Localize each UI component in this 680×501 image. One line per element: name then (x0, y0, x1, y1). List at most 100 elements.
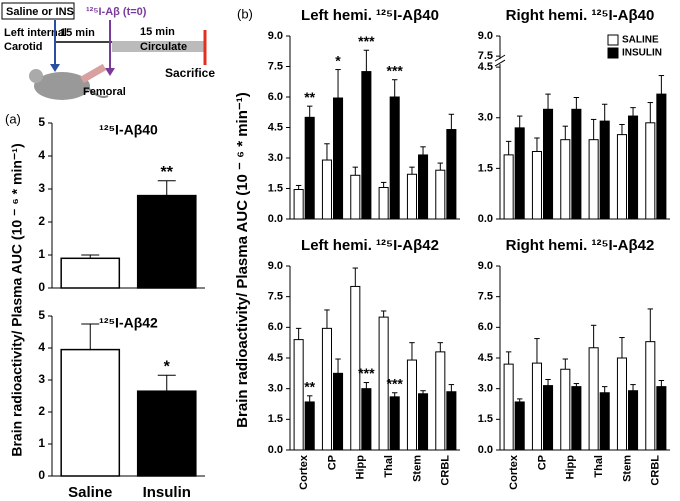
bar (588, 347, 599, 451)
chart-title: Right hemi. ¹²⁵I-Aβ42 (506, 237, 655, 254)
y-tick-label: 9.0 (268, 260, 283, 272)
y-tick-label: 5 (38, 115, 45, 129)
syringe (80, 63, 107, 83)
bar (60, 348, 121, 477)
circulate-label: 15 min (140, 26, 175, 38)
schematic: Saline or INS ¹²⁵I-Aβ (t=0) Left interna… (1, 2, 215, 100)
y-axis-label: Brain radioactivity/ Plasma AUC (10 ⁻ ⁶ … (234, 92, 251, 428)
y-tick-label: 1.5 (268, 182, 283, 194)
y-tick-label: 1.5 (478, 162, 493, 174)
bar (418, 393, 429, 451)
bar (350, 174, 361, 220)
bar (389, 396, 400, 451)
y-tick-label: 6.0 (268, 321, 283, 333)
mouse-head (29, 69, 43, 83)
bar (543, 108, 554, 220)
panel-label: (a) (5, 111, 21, 126)
y-tick-label: 5 (38, 308, 45, 322)
significance-label: *** (387, 375, 404, 391)
y-tick-label: 4.5 (268, 352, 283, 364)
y-tick-label: 1.5 (478, 413, 493, 425)
bar (435, 169, 446, 220)
x-tick-label: Thal (593, 455, 605, 478)
y-tick-label: 1 (38, 247, 45, 261)
y-tick-label: 2 (38, 214, 45, 228)
bar (361, 388, 372, 451)
significance-label: * (164, 358, 171, 375)
bar (321, 327, 332, 451)
bar (378, 186, 389, 220)
bar (616, 134, 628, 220)
bar (531, 362, 543, 451)
bar (560, 139, 571, 220)
y-tick-label: 3.0 (268, 383, 283, 395)
bar (503, 154, 514, 220)
y-tick-label: 7.5 (478, 291, 493, 303)
x-tick-label: Thal (383, 455, 395, 478)
significance-label: ** (161, 164, 174, 181)
timeline-bar (112, 41, 204, 52)
y-tick-label: 9.0 (478, 260, 493, 272)
bar (136, 390, 197, 477)
y-tick-label: 6.0 (268, 91, 283, 103)
bar (503, 363, 514, 451)
bar (321, 159, 332, 220)
x-tick-label: Hipp (355, 455, 367, 480)
significance-label: ** (304, 89, 315, 105)
bar (361, 71, 372, 220)
x-tick-label: Cortex (298, 454, 310, 490)
y-tick-label: 4 (38, 340, 45, 354)
chart-title: Right hemi. ¹²⁵I-Aβ40 (506, 7, 655, 24)
x-tick-label: Cortex (508, 454, 520, 490)
legend-label: SALINE (622, 35, 659, 46)
y-tick-label: 0.0 (478, 444, 493, 456)
y-tick-label: 0.0 (478, 213, 493, 225)
carotid-label: Left internal (4, 27, 67, 39)
y-tick-label: 3.0 (268, 152, 283, 164)
y-tick-label: 4.5 (478, 61, 493, 73)
arrowhead (50, 64, 60, 72)
bar (293, 339, 304, 451)
bar (571, 108, 582, 220)
bar (645, 341, 656, 451)
legend-swatch (607, 34, 619, 46)
y-tick-label: 1.5 (268, 413, 283, 425)
bar (304, 116, 315, 220)
chart-title: ¹²⁵I-Aβ42 (99, 315, 158, 331)
bar (656, 93, 667, 220)
carotid-label: Carotid (4, 41, 43, 53)
y-tick-label: 3 (38, 181, 45, 195)
bar (304, 401, 315, 451)
axis-break (494, 59, 506, 67)
mouse (34, 72, 90, 100)
x-tick-label: Saline (68, 484, 112, 501)
bar (616, 357, 628, 451)
bar (656, 386, 667, 451)
panel-label: (b) (237, 6, 253, 21)
mouse-tail (87, 87, 109, 98)
bar (514, 401, 525, 451)
bar (418, 154, 429, 220)
arrowhead (105, 68, 115, 76)
y-tick-label: 4 (38, 148, 45, 162)
x-tick-label: Stem (411, 455, 423, 482)
injection-label: Saline or INS (6, 6, 74, 18)
bar (588, 139, 599, 220)
x-tick-label: CRBL (650, 455, 662, 486)
chart-title: Left hemi. ¹²⁵I-Aβ42 (301, 237, 439, 254)
bar (599, 392, 610, 451)
x-tick-label: CRBL (440, 455, 452, 486)
y-tick-label: 0 (38, 280, 45, 294)
bar (514, 127, 525, 220)
bar (333, 97, 344, 220)
y-axis-label: Brain radioactivity/ Plasma AUC (10 ⁻ ⁶ … (9, 143, 25, 456)
y-tick-label: 0.0 (268, 213, 283, 225)
chart-title: ¹²⁵I-Aβ40 (99, 122, 158, 138)
significance-label: ** (304, 379, 315, 395)
significance-label: *** (387, 62, 404, 78)
x-tick-label: Stem (621, 455, 633, 482)
sacrifice-label: Sacrifice (165, 66, 215, 80)
y-tick-label: 9.0 (268, 30, 283, 42)
y-tick-label: 7.5 (268, 291, 283, 303)
